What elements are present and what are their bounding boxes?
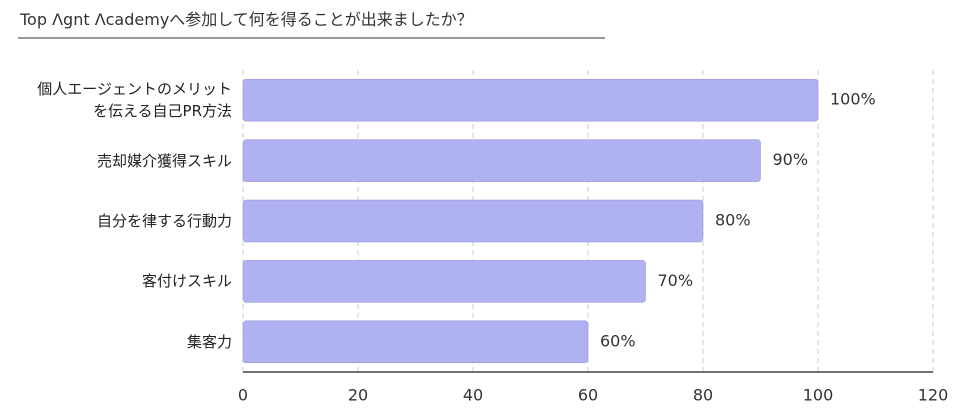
x-tick-label: 80 bbox=[693, 386, 713, 405]
x-tick-label: 100 bbox=[803, 386, 834, 405]
x-tick-label: 20 bbox=[348, 386, 368, 405]
bar bbox=[242, 199, 704, 243]
x-tick-label: 0 bbox=[238, 386, 248, 405]
chart-title: Top Λgnt Λcademyへ参加して何を得ることが出来ましたか？ bbox=[20, 10, 473, 29]
value-label: 60% bbox=[600, 331, 636, 350]
x-tick-label: 40 bbox=[463, 386, 483, 405]
value-label: 90% bbox=[773, 150, 809, 169]
value-label: 100% bbox=[830, 90, 876, 109]
value-label: 70% bbox=[658, 271, 694, 290]
y-tick-label: 売却媒介獲得スキル bbox=[96, 151, 232, 170]
x-tick-label: 60 bbox=[578, 386, 598, 405]
bar bbox=[242, 78, 819, 122]
bar bbox=[242, 260, 646, 303]
bar bbox=[242, 320, 589, 364]
value-label: 80% bbox=[715, 211, 751, 230]
y-tick-label: 客付けスキル bbox=[141, 272, 232, 291]
y-tick-label: 個人エージェントのメリット を伝える自己PR方法 bbox=[37, 80, 232, 121]
x-tick-label: 120 bbox=[918, 386, 949, 405]
bar bbox=[242, 139, 761, 182]
y-tick-label: 自分を律する行動力 bbox=[96, 212, 232, 230]
y-tick-label: 集客力 bbox=[186, 332, 232, 351]
